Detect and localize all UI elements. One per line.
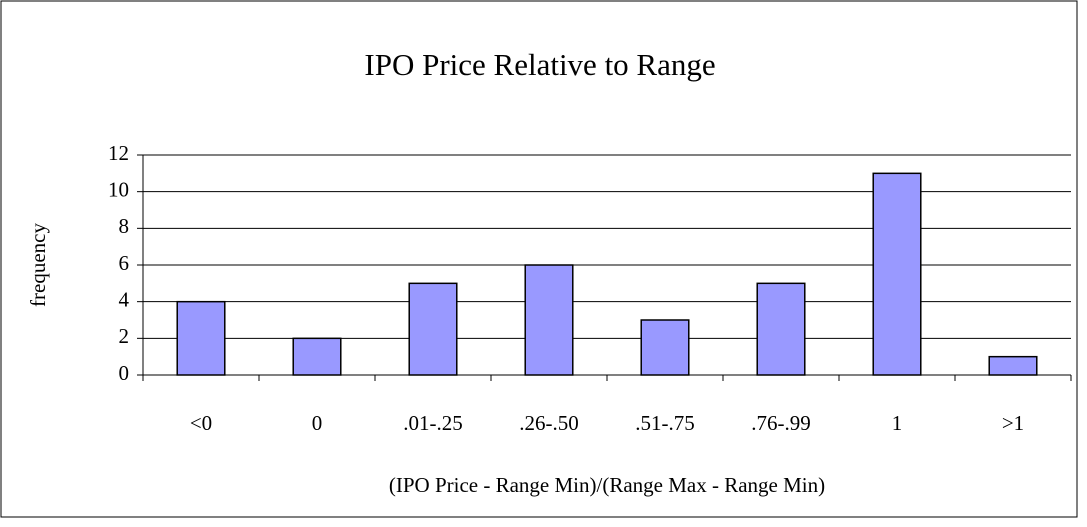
chart-title: IPO Price Relative to Range <box>364 47 715 82</box>
bar <box>988 355 1038 376</box>
y-tick-label: 2 <box>119 324 130 348</box>
bar <box>292 337 342 376</box>
y-tick-label: 4 <box>119 287 130 311</box>
x-tick-label: .76-.99 <box>751 411 811 435</box>
y-tick-label: 10 <box>108 177 129 201</box>
x-tick-label: .26-.50 <box>519 411 579 435</box>
bar <box>408 282 458 376</box>
x-tick-label: <0 <box>190 411 212 435</box>
bar <box>872 172 922 376</box>
x-tick-label: .51-.75 <box>635 411 695 435</box>
bar <box>640 319 690 376</box>
y-tick-label: 6 <box>119 251 130 275</box>
bar <box>756 282 806 376</box>
x-tick-label: 1 <box>892 411 903 435</box>
x-axis-label: (IPO Price - Range Min)/(Range Max - Ran… <box>389 473 825 497</box>
x-tick-label: >1 <box>1002 411 1024 435</box>
bar <box>524 264 574 376</box>
x-tick-label: 0 <box>312 411 323 435</box>
bar <box>176 300 226 376</box>
y-tick-label: 0 <box>119 361 130 385</box>
y-axis-label: frequency <box>26 223 50 307</box>
x-tick-label: .01-.25 <box>403 411 463 435</box>
y-tick-label: 8 <box>119 214 130 238</box>
y-tick-label: 12 <box>108 141 129 165</box>
